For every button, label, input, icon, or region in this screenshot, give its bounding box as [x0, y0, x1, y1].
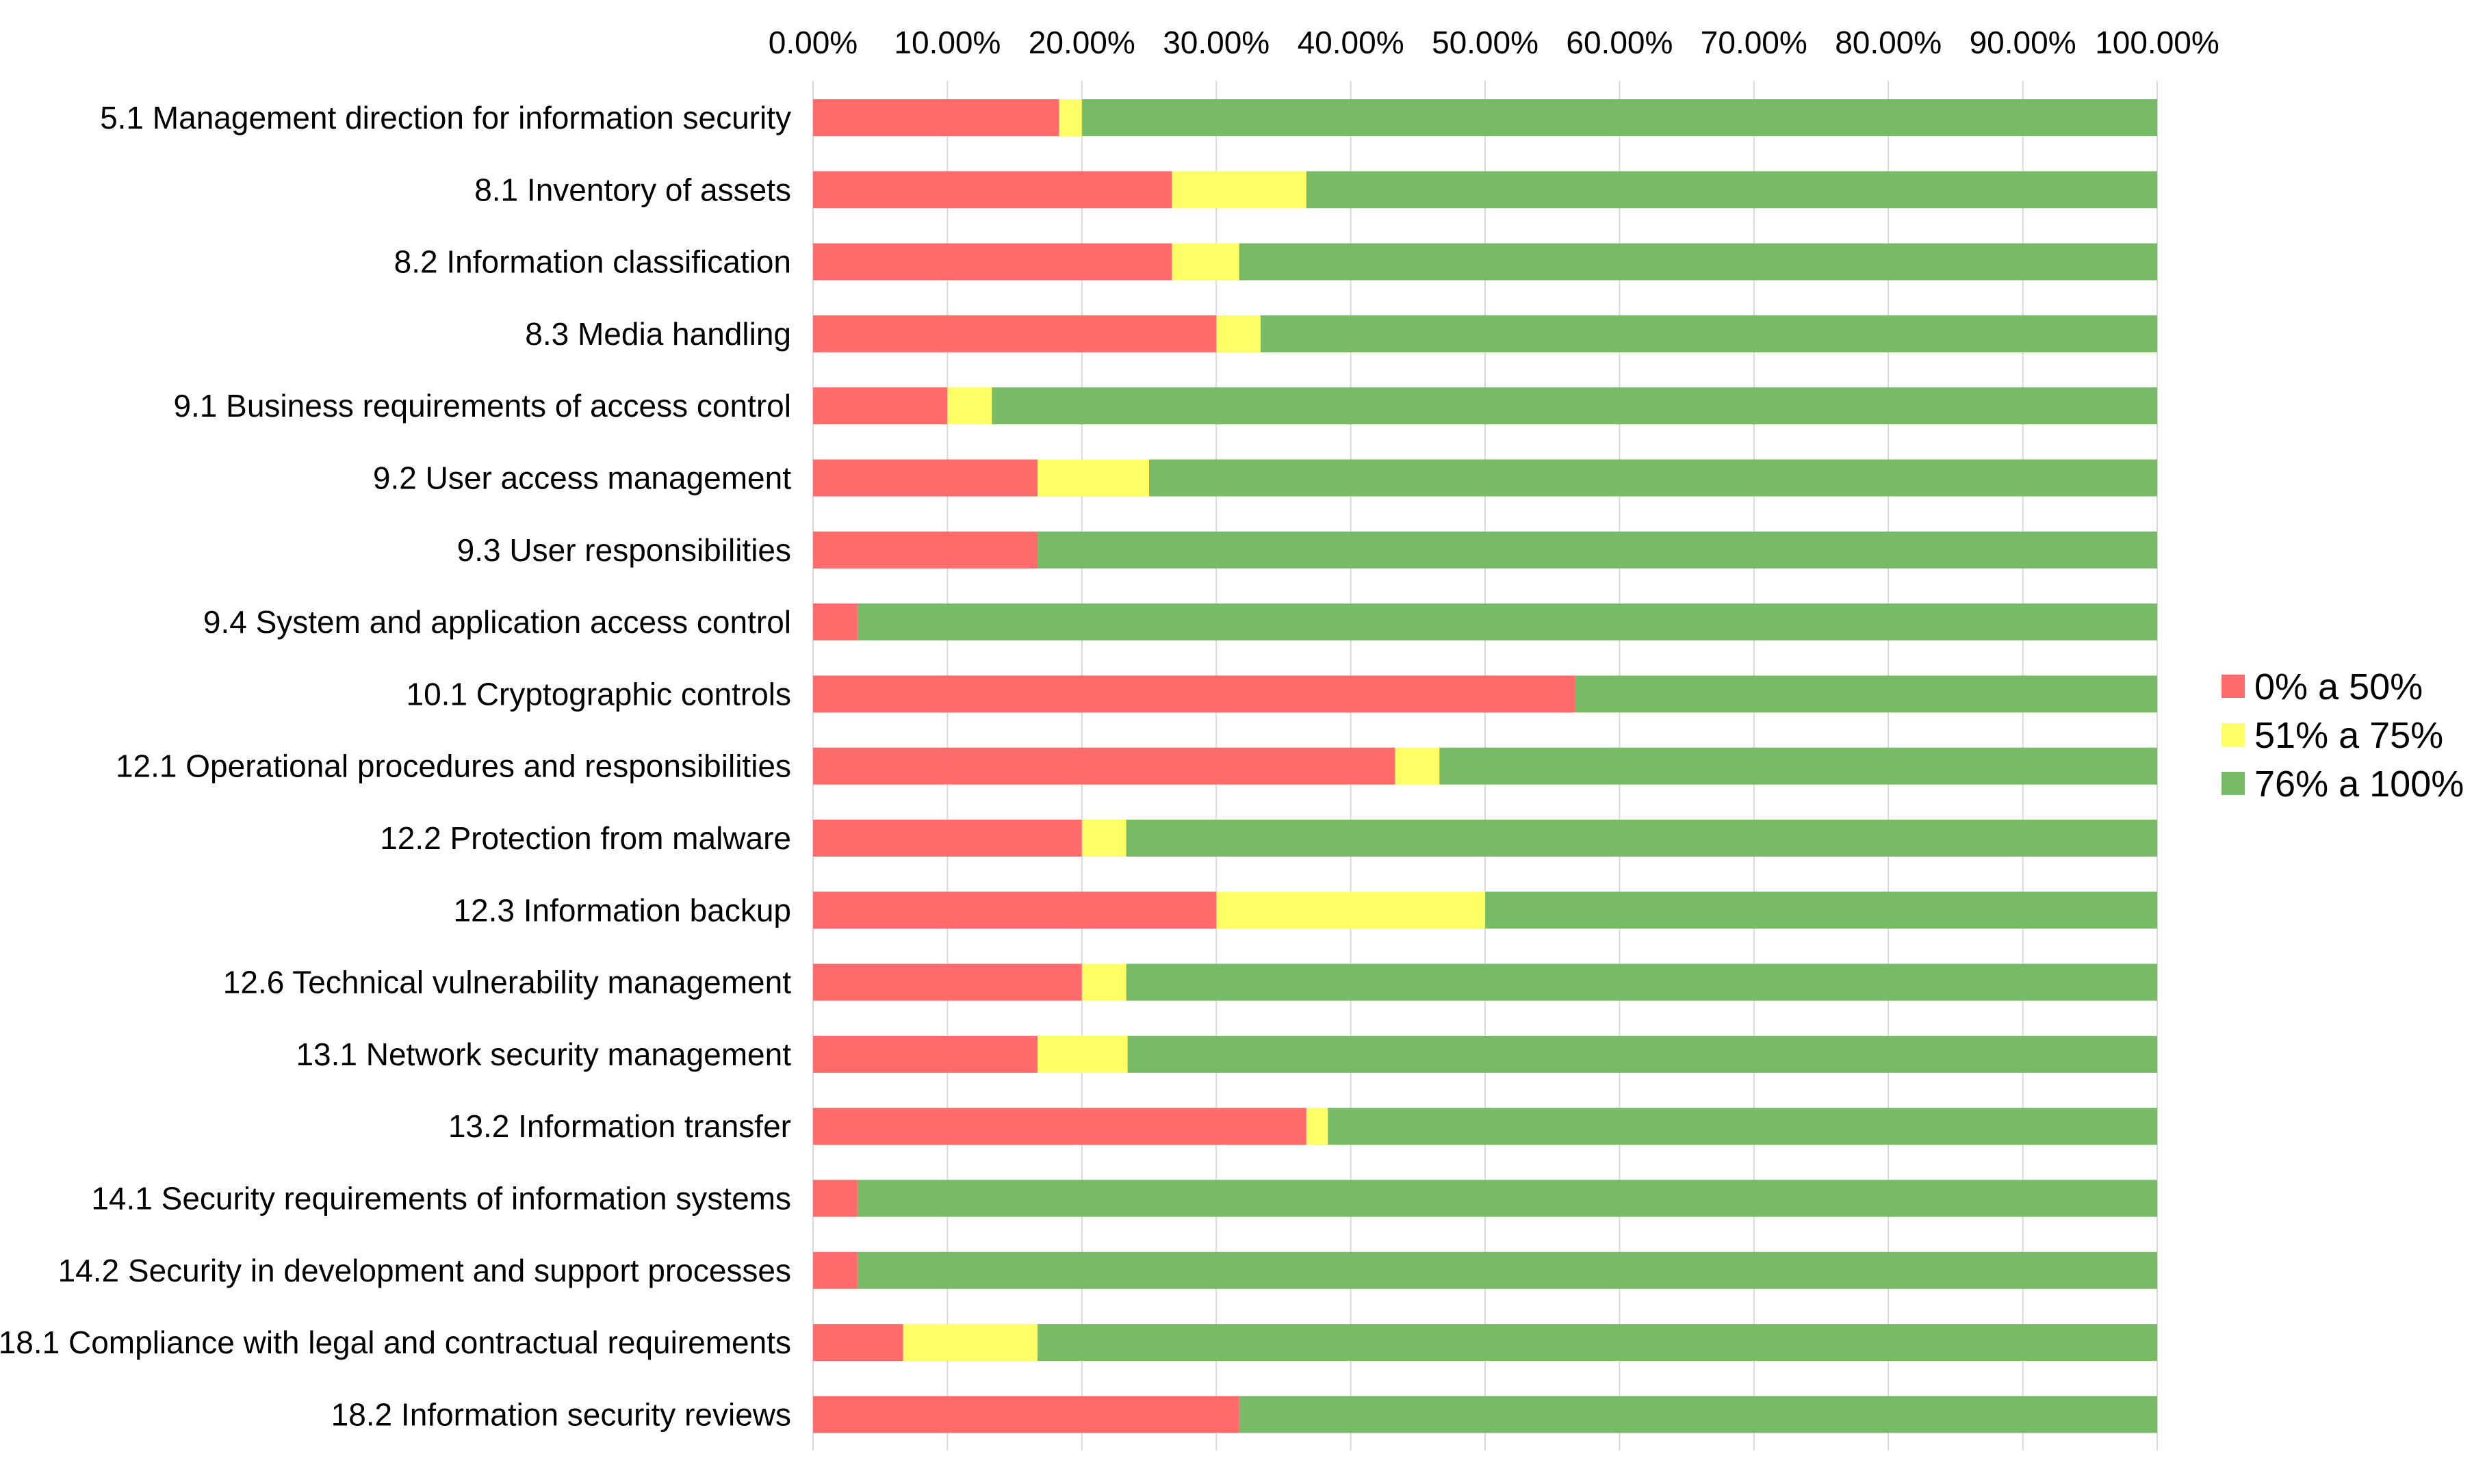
bar-segment-series-2-row-2: [1239, 243, 2157, 281]
category-label: 12.3 Information backup: [453, 892, 791, 928]
bar-segment-series-0-row-9: [813, 747, 1395, 785]
bar-segment-series-1-row-4: [947, 387, 992, 425]
legend-swatch: [2222, 772, 2245, 795]
bar-segment-series-2-row-8: [1575, 675, 2157, 713]
category-label: 13.2 Information transfer: [448, 1108, 791, 1144]
bar-segment-series-0-row-14: [813, 1108, 1306, 1145]
bar-segment-series-0-row-10: [813, 820, 1082, 857]
x-tick-label: 30.00%: [1163, 25, 1270, 60]
bar-segment-series-2-row-11: [1485, 891, 2157, 929]
bar-segment-series-0-row-8: [813, 675, 1575, 713]
bar-segment-series-2-row-18: [1239, 1396, 2157, 1433]
legend-swatch: [2222, 675, 2245, 698]
category-label: 18.1 Compliance with legal and contractu…: [0, 1325, 791, 1360]
bar-segment-series-0-row-17: [813, 1324, 903, 1362]
bar-segment-series-0-row-11: [813, 891, 1217, 929]
bar-segment-series-0-row-7: [813, 603, 858, 641]
legend-label: 0% a 50%: [2254, 666, 2423, 707]
x-tick-label: 10.00%: [894, 25, 1001, 60]
bar-segment-series-0-row-12: [813, 963, 1082, 1001]
category-label: 12.6 Technical vulnerability management: [223, 965, 791, 1000]
category-label: 9.1 Business requirements of access cont…: [173, 388, 791, 424]
bar-segment-series-1-row-9: [1395, 747, 1440, 785]
bar-segment-series-2-row-3: [1261, 315, 2157, 352]
bar-segment-series-1-row-0: [1059, 99, 1082, 136]
category-label: 5.1 Management direction for information…: [100, 100, 791, 135]
category-label: 14.1 Security requirements of informatio…: [91, 1181, 791, 1216]
bar-segment-series-2-row-15: [857, 1180, 2157, 1217]
legend-label: 76% a 100%: [2254, 764, 2464, 805]
x-tick-label: 40.00%: [1298, 25, 1404, 60]
bar-segment-series-1-row-13: [1037, 1035, 1128, 1073]
bar-segment-series-0-row-15: [813, 1180, 858, 1217]
bar-segment-series-0-row-4: [813, 387, 948, 425]
bar-segment-series-1-row-11: [1216, 891, 1485, 929]
bar-segment-series-1-row-17: [903, 1324, 1038, 1362]
bar-segment-series-1-row-3: [1216, 315, 1261, 352]
bar-segment-series-2-row-4: [992, 387, 2157, 425]
x-tick-label: 20.00%: [1029, 25, 1135, 60]
x-tick-label: 60.00%: [1566, 25, 1673, 60]
legend-swatch: [2222, 723, 2245, 746]
x-tick-label: 90.00%: [1970, 25, 2076, 60]
bar-segment-series-1-row-1: [1172, 171, 1306, 209]
legend-label: 51% a 75%: [2254, 715, 2443, 756]
bar-segment-series-0-row-0: [813, 99, 1059, 136]
x-tick-label: 70.00%: [1701, 25, 1807, 60]
bar-segment-series-2-row-7: [857, 603, 2157, 641]
bar-segment-series-1-row-10: [1081, 820, 1126, 857]
bar-segment-series-2-row-13: [1127, 1035, 2157, 1073]
x-tick-label: 80.00%: [1835, 25, 1942, 60]
x-tick-label: 0.00%: [769, 25, 858, 60]
category-label: 12.2 Protection from malware: [380, 820, 791, 856]
bar-segment-series-2-row-14: [1328, 1108, 2157, 1145]
bar-segment-series-1-row-12: [1081, 963, 1126, 1001]
y-axis-categories: 5.1 Management direction for information…: [0, 100, 791, 1432]
bar-segment-series-2-row-6: [1037, 531, 2157, 569]
bar-segment-series-2-row-1: [1306, 171, 2157, 209]
category-label: 8.3 Media handling: [525, 316, 791, 352]
category-label: 9.4 System and application access contro…: [203, 604, 791, 640]
bar-segment-series-0-row-13: [813, 1035, 1038, 1073]
bar-segment-series-0-row-16: [813, 1251, 858, 1289]
bar-segment-series-1-row-2: [1172, 243, 1239, 281]
bar-segment-series-1-row-5: [1037, 459, 1149, 497]
bar-segment-series-2-row-17: [1037, 1324, 2157, 1362]
bar-segment-series-0-row-2: [813, 243, 1172, 281]
x-axis-ticks: 0.00% 10.00% 20.00% 30.00% 40.00% 50.00% 60.00…: [769, 25, 2219, 60]
bar-segment-series-2-row-9: [1439, 747, 2157, 785]
category-label: 13.1 Network security management: [296, 1037, 791, 1072]
bar-segment-series-0-row-18: [813, 1396, 1239, 1433]
bar-segment-series-2-row-10: [1126, 820, 2157, 857]
category-label: 14.2 Security in development and support…: [58, 1253, 791, 1288]
bar-segment-series-1-row-14: [1306, 1108, 1328, 1145]
category-label: 8.2 Information classification: [394, 244, 791, 280]
category-label: 8.1 Inventory of assets: [474, 172, 791, 207]
category-label: 10.1 Cryptographic controls: [406, 676, 791, 712]
bar-segment-series-2-row-16: [857, 1251, 2157, 1289]
bar-segment-series-2-row-0: [1081, 99, 2157, 136]
category-label: 9.3 User responsibilities: [457, 532, 791, 568]
bar-segment-series-0-row-3: [813, 315, 1217, 352]
bars-layer: [813, 99, 2157, 1433]
bar-segment-series-0-row-5: [813, 459, 1038, 497]
category-label: 18.2 Information security reviews: [331, 1396, 791, 1432]
bar-segment-series-2-row-5: [1149, 459, 2157, 497]
bar-segment-series-0-row-6: [813, 531, 1038, 569]
bar-segment-series-0-row-1: [813, 171, 1172, 209]
legend: 0% a 50% 51% a 75% 76% a 100%: [2222, 666, 2464, 805]
category-label: 12.1 Operational procedures and responsi…: [116, 748, 791, 784]
bar-segment-series-2-row-12: [1126, 963, 2157, 1001]
x-tick-label: 100.00%: [2095, 25, 2219, 60]
x-tick-label: 50.00%: [1432, 25, 1538, 60]
category-label: 9.2 User access management: [373, 460, 791, 496]
